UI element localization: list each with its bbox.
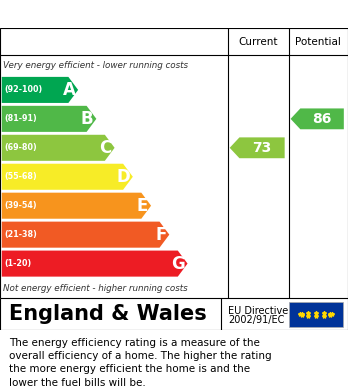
Text: lower the fuel bills will be.: lower the fuel bills will be. [9,378,145,387]
Polygon shape [2,77,78,103]
Text: (55-68): (55-68) [4,172,37,181]
Text: Very energy efficient - lower running costs: Very energy efficient - lower running co… [3,61,189,70]
Polygon shape [2,193,151,219]
Polygon shape [291,108,344,129]
Text: (39-54): (39-54) [4,201,37,210]
Text: Not energy efficient - higher running costs: Not energy efficient - higher running co… [3,284,188,293]
Text: A: A [63,81,75,99]
Text: England & Wales: England & Wales [9,304,206,325]
Text: E: E [137,197,148,215]
Text: 86: 86 [313,112,332,126]
Text: Energy Efficiency Rating: Energy Efficiency Rating [9,5,238,23]
Text: (1-20): (1-20) [4,259,31,268]
Text: B: B [81,110,94,128]
Bar [289,302,343,326]
Text: the more energy efficient the home is and the: the more energy efficient the home is an… [9,364,250,374]
Text: Potential: Potential [295,37,341,47]
Text: (21-38): (21-38) [4,230,37,239]
Polygon shape [2,106,96,132]
Text: 2002/91/EC: 2002/91/EC [228,315,284,325]
Text: (69-80): (69-80) [4,143,37,152]
Text: The energy efficiency rating is a measure of the: The energy efficiency rating is a measur… [9,338,260,348]
Text: 73: 73 [252,141,272,155]
Text: EU Directive: EU Directive [228,305,288,316]
Text: overall efficiency of a home. The higher the rating: overall efficiency of a home. The higher… [9,351,271,361]
Text: D: D [116,168,130,186]
Text: C: C [100,139,112,157]
Polygon shape [2,251,188,276]
Text: Current: Current [239,37,278,47]
Text: (92-100): (92-100) [4,85,42,94]
Polygon shape [2,164,133,190]
Polygon shape [2,135,114,161]
Polygon shape [2,222,169,248]
Text: F: F [155,226,166,244]
Text: G: G [171,255,185,273]
Polygon shape [230,137,285,158]
Text: (81-91): (81-91) [4,114,37,123]
